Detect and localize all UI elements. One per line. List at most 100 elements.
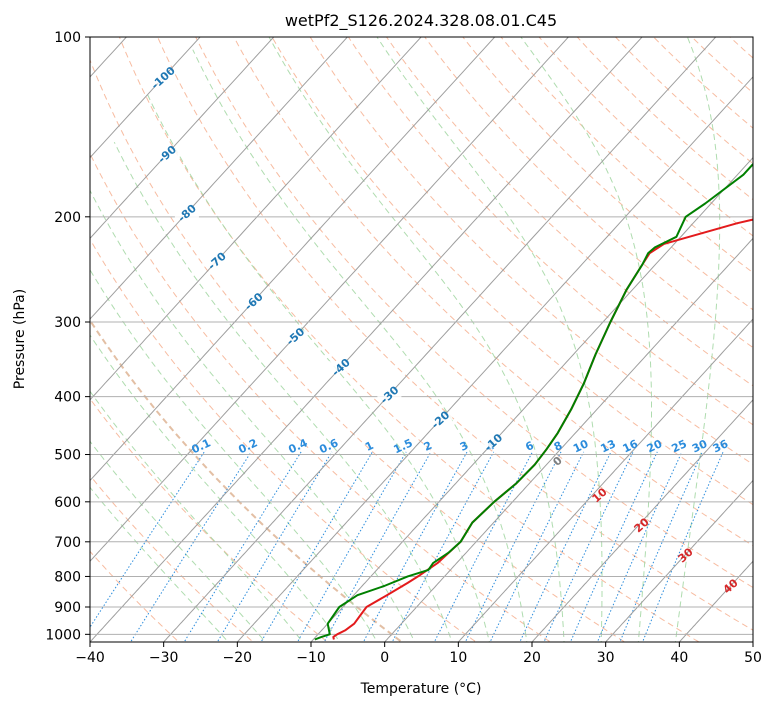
mixing-ratio-line [464, 451, 562, 642]
isotherm-line [384, 237, 753, 642]
isotherm-line [163, 37, 717, 642]
pressure-gridlines [90, 37, 753, 635]
isotherm-line [310, 156, 753, 642]
isotherm-line [90, 37, 422, 401]
mixing-ratio-label: 30 [690, 437, 710, 455]
mixing-ratio-line [323, 451, 432, 642]
x-tick-label: 0 [380, 650, 389, 666]
isotherm-line [678, 560, 753, 642]
mixing-ratio-line [90, 451, 205, 629]
isotherms [0, 24, 753, 647]
mixing-ratio-line [543, 451, 634, 642]
dry-adiabat-line [90, 397, 329, 642]
dry-adiabats [90, 24, 775, 647]
dry-adiabat-line [90, 152, 552, 642]
dry-adiabat-label-bg [283, 330, 308, 343]
moist-adiabat-line [674, 37, 721, 642]
moist-adiabat-line [90, 189, 416, 642]
mixing-ratio-line [569, 451, 658, 642]
dry-adiabat-line [90, 550, 180, 642]
dry-adiabat-label-bg [481, 436, 506, 449]
x-axis-label: Temperature (°C) [360, 681, 482, 697]
dry-adiabat-label-bg [328, 361, 353, 374]
dry-adiabat-label-bg [155, 148, 179, 160]
mixing-ratio-label: 13 [599, 437, 618, 455]
isotherm-line [236, 76, 753, 642]
x-tick-label: 30 [597, 650, 615, 666]
dry-adiabat-label-bg [174, 206, 199, 219]
y-tick-label: 1000 [45, 627, 81, 643]
chart-title: wetPf2_S126.2024.328.08.01.C45 [285, 11, 557, 31]
isotherm-line [0, 24, 65, 647]
y-axis-label: Pressure (hPa) [12, 289, 28, 389]
mixing-ratio-label: 36 [711, 437, 731, 455]
isotherm-line [90, 37, 349, 320]
dry-adiabat-line [90, 58, 626, 642]
dry-adiabat-label-bg [241, 295, 266, 308]
mixing-ratio-line [642, 451, 724, 642]
dewpoint-profile-line [314, 162, 753, 641]
mixing-ratio-line [519, 451, 612, 642]
mixing-ratio-line [260, 451, 373, 642]
moist-adiabat-line [147, 94, 490, 642]
y-tick-label: 800 [54, 569, 81, 585]
mixing-ratio-line [296, 451, 407, 642]
isotherm-line [531, 399, 753, 642]
y-tick-label: 300 [54, 315, 81, 331]
dry-adiabat-line [424, 37, 753, 349]
dry-adiabat-line [90, 238, 477, 642]
mixing-ratio-line [619, 451, 703, 642]
y-tick-label: 900 [54, 600, 81, 616]
mixing-ratio-label: 25 [670, 437, 689, 455]
x-tick-label: 20 [523, 650, 541, 666]
y-tick-label: 200 [54, 210, 81, 226]
plot-area [90, 37, 753, 642]
y-tick-label: 500 [54, 448, 81, 464]
sounding-profiles [314, 162, 753, 641]
x-tick-label: −10 [296, 650, 326, 666]
mixing-ratio-line [183, 451, 302, 642]
isotherm-line [90, 37, 570, 563]
x-tick-label: 40 [670, 650, 688, 666]
dry-adiabat-label-bg [428, 413, 453, 426]
dry-adiabat-line [385, 37, 753, 387]
mixing-ratio-lines [90, 451, 724, 642]
mixing-ratio-label: 10 [571, 437, 591, 455]
moist-adiabat-line [520, 37, 652, 642]
mixing-ratio-line [596, 451, 683, 642]
mixing-ratio-line [216, 451, 333, 642]
dry-adiabat-line [753, 24, 775, 647]
moist-adiabat-line [90, 390, 304, 642]
x-tick-label: −20 [223, 650, 253, 666]
dry-adiabat-line [118, 37, 700, 642]
y-tick-label: 700 [54, 535, 81, 551]
y-tick-label: 400 [54, 390, 81, 406]
dry-adiabat-line [347, 37, 753, 426]
y-tick-label: 600 [54, 495, 81, 511]
x-tick-label: 50 [744, 650, 762, 666]
y-tick-label: 100 [54, 30, 81, 46]
mixing-ratio-label: 20 [645, 437, 665, 455]
mixing-ratio-line [130, 451, 252, 642]
dry-adiabat-line [90, 474, 254, 642]
isotherm-line [605, 479, 753, 642]
moist-adiabat-line [192, 49, 528, 642]
y-axis-ticks: 100 200 300 400 500 600 700 800 900 1000 [45, 30, 90, 643]
x-axis-ticks: −40 −30 −20 −10 0 10 20 30 40 50 [75, 642, 762, 666]
dry-adiabat-label-bg [150, 71, 175, 84]
moist-adiabat-line [268, 37, 565, 642]
moist-adiabat-line [90, 486, 229, 642]
dry-adiabat-line [462, 37, 753, 311]
dry-adiabat-line [157, 37, 753, 631]
isotherm-line [90, 37, 496, 482]
moist-adiabat-line [376, 37, 603, 642]
dry-adiabat-label-bg [377, 388, 402, 401]
x-tick-label: 10 [449, 650, 467, 666]
plot-content: 0.10.20.40.611.52346810131620253036-100-… [0, 24, 775, 647]
mixing-ratio-label: 16 [621, 437, 641, 455]
x-tick-label: −30 [149, 650, 179, 666]
moist-adiabat-line [90, 334, 341, 642]
isotherm-line [90, 37, 643, 642]
isotherm-line [457, 318, 753, 642]
